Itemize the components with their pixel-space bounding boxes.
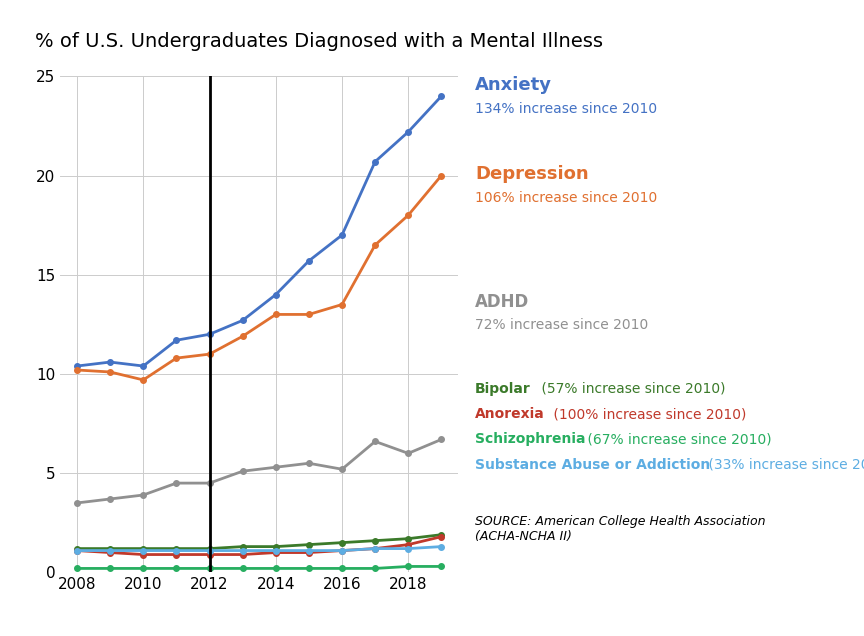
- Text: (67% increase since 2010): (67% increase since 2010): [583, 432, 772, 446]
- Text: (33% increase since 2010): (33% increase since 2010): [704, 458, 864, 472]
- Text: ADHD: ADHD: [475, 293, 530, 310]
- Text: 134% increase since 2010: 134% increase since 2010: [475, 102, 658, 116]
- Text: Substance Abuse or Addiction: Substance Abuse or Addiction: [475, 458, 710, 472]
- Text: Depression: Depression: [475, 165, 589, 183]
- Text: Bipolar: Bipolar: [475, 382, 531, 396]
- Text: (100% increase since 2010): (100% increase since 2010): [549, 407, 746, 421]
- Text: 106% increase since 2010: 106% increase since 2010: [475, 191, 658, 205]
- Text: 72% increase since 2010: 72% increase since 2010: [475, 318, 649, 332]
- Text: (57% increase since 2010): (57% increase since 2010): [537, 382, 726, 396]
- Text: Schizophrenia: Schizophrenia: [475, 432, 586, 446]
- Text: % of U.S. Undergraduates Diagnosed with a Mental Illness: % of U.S. Undergraduates Diagnosed with …: [35, 32, 602, 51]
- Text: Anorexia: Anorexia: [475, 407, 545, 421]
- Text: Anxiety: Anxiety: [475, 76, 552, 94]
- Text: SOURCE: American College Health Association
(ACHA-NCHA II): SOURCE: American College Health Associat…: [475, 515, 766, 543]
